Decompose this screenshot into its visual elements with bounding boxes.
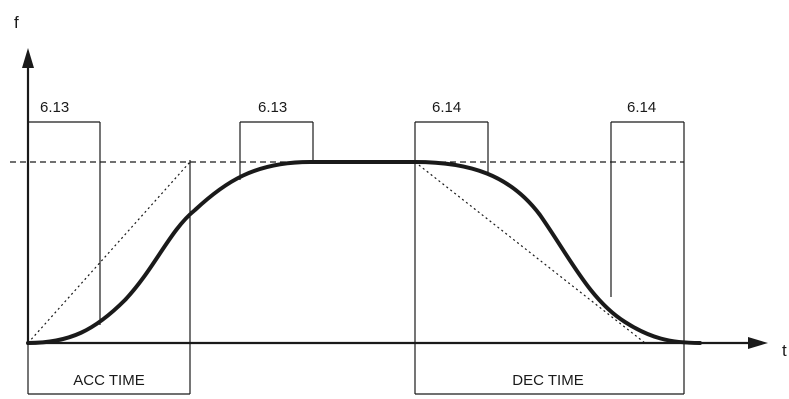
decel-start-s-curve-label: 6.14 [432,99,461,116]
s-curve-frequency-profile [26,160,702,345]
x-axis-arrowhead [748,337,768,349]
y-axis-arrowhead [22,48,34,68]
dec-time-label: DEC TIME [512,372,583,389]
decel-end-s-curve-label: 6.14 [627,99,656,116]
linear-decel-dotted-line [414,161,646,344]
y-axis-label: f [14,13,19,32]
x-axis-label: t [782,341,787,360]
linear-accel-dotted-line [27,161,191,344]
accel-start-s-curve-label: 6.13 [40,99,69,116]
acc-time-label: ACC TIME [73,372,144,389]
accel-end-s-curve-label: 6.13 [258,99,287,116]
